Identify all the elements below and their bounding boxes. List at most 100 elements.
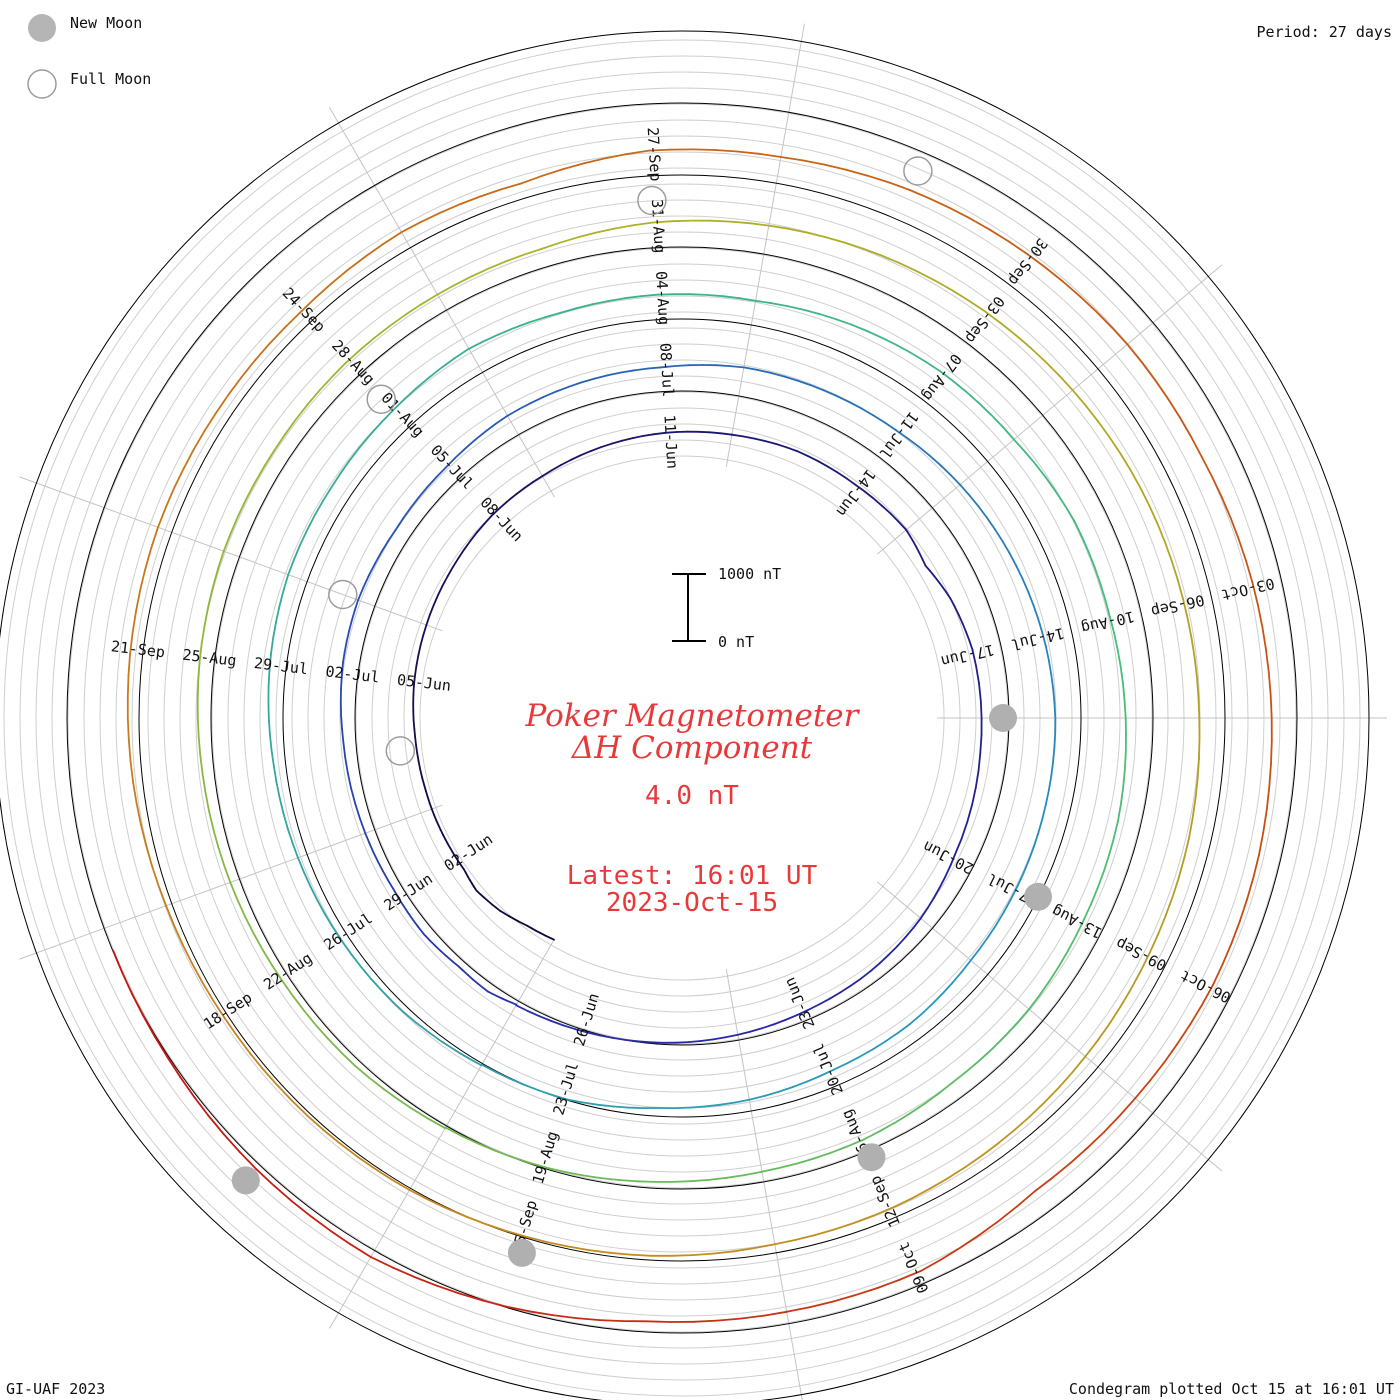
- trace-segment: [414, 735, 417, 746]
- trace-segment: [608, 1251, 631, 1256]
- trace-segment: [196, 679, 200, 701]
- trace-segment: [201, 981, 215, 1002]
- trace-segment: [791, 1080, 808, 1088]
- trace-segment: [459, 195, 482, 206]
- trace-segment: [193, 429, 206, 450]
- trace-segment: [345, 348, 362, 364]
- trace-segment: [139, 567, 147, 591]
- trace-segment: [330, 472, 342, 489]
- trace-segment: [1211, 476, 1223, 499]
- full-moon-marker: [385, 736, 416, 766]
- trace-segment: [583, 157, 607, 165]
- trace-segment: [977, 752, 982, 772]
- trace-segment: [1033, 831, 1040, 847]
- trace-segment: [928, 454, 941, 466]
- trace-segment: [1067, 934, 1078, 952]
- trace-segment: [1009, 885, 1019, 901]
- trace-segment: [1050, 673, 1055, 690]
- trace-segment: [262, 1068, 279, 1087]
- trace-segment: [552, 1094, 569, 1101]
- trace-segment: [997, 1129, 1016, 1144]
- trace-segment: [905, 529, 911, 537]
- trace-segment: [718, 1101, 736, 1106]
- trace-segment: [591, 300, 610, 306]
- trace-segment: [369, 1256, 394, 1269]
- trace-segment: [985, 516, 996, 531]
- trace-segment: [1044, 266, 1064, 283]
- trace-segment: [1058, 950, 1069, 967]
- trace-segment: [558, 236, 579, 244]
- trace-segment: [664, 431, 678, 434]
- trace-segment: [743, 1170, 763, 1176]
- trace-segment: [825, 236, 846, 244]
- trace-segment: [126, 674, 130, 698]
- trace-segment: [1008, 552, 1018, 567]
- trace-segment: [1191, 797, 1197, 820]
- trace-segment: [523, 480, 535, 490]
- trace-segment: [863, 490, 875, 500]
- trace-segment: [816, 459, 829, 468]
- trace-segment: [129, 631, 134, 655]
- trace-segment: [546, 1241, 569, 1248]
- trace-segment: [1044, 360, 1061, 377]
- trace-segment: [1270, 740, 1273, 765]
- trace-segment: [423, 933, 431, 941]
- trace-segment: [343, 640, 348, 653]
- trace-segment: [896, 936, 907, 948]
- trace-segment: [758, 152, 782, 158]
- trace-segment: [671, 219, 693, 223]
- trace-segment: [1104, 599, 1111, 618]
- trace-segment: [267, 717, 271, 735]
- trace-segment: [1261, 626, 1267, 651]
- trace-segment: [692, 1319, 718, 1323]
- trace-segment: [981, 1142, 1000, 1157]
- trace-segment: [587, 1249, 610, 1254]
- trace-segment: [380, 989, 394, 1003]
- trace-segment: [912, 917, 922, 929]
- trace-segment: [582, 1101, 600, 1106]
- trace-segment: [742, 366, 759, 371]
- trace-segment: [753, 1243, 776, 1249]
- trace-segment: [358, 433, 372, 449]
- trace-segment: [756, 368, 772, 374]
- trace-segment: [145, 844, 153, 867]
- trace-segment: [512, 321, 531, 330]
- trace-segment: [809, 384, 825, 392]
- trace-segment: [748, 1095, 765, 1101]
- trace-segment: [1170, 560, 1179, 581]
- trace-segment: [614, 224, 635, 230]
- trace-segment: [819, 1068, 835, 1077]
- trace-segment: [403, 387, 418, 401]
- scale-top-label: 1000 nT: [718, 565, 781, 583]
- trace-segment: [525, 1236, 548, 1243]
- value-label: 4.0 nT: [645, 781, 739, 811]
- trace-segment: [347, 255, 367, 271]
- trace-segment: [268, 733, 273, 751]
- trace-segment: [466, 1056, 483, 1067]
- trace-segment: [969, 947, 981, 962]
- trace-segment: [550, 464, 562, 472]
- trace-segment: [546, 1167, 566, 1173]
- trace-segment: [595, 227, 616, 234]
- trace-segment: [908, 189, 932, 200]
- trace-segment: [511, 1156, 531, 1164]
- trace-segment: [1035, 463, 1048, 480]
- trace-segment: [878, 953, 890, 965]
- trace-segment: [514, 487, 526, 496]
- trace-segment: [1007, 240, 1029, 256]
- trace-segment: [933, 279, 953, 291]
- trace-segment: [1058, 374, 1074, 392]
- trace-segment: [306, 1114, 324, 1131]
- trace-segment: [1071, 1055, 1087, 1074]
- trace-segment: [404, 303, 423, 316]
- trace-segment: [387, 528, 397, 542]
- trace-segment: [484, 422, 498, 433]
- trace-segment: [282, 573, 290, 592]
- trace-segment: [1186, 617, 1193, 640]
- trace-segment: [929, 1177, 949, 1190]
- trace-segment: [915, 546, 921, 555]
- trace-segment: [1122, 768, 1126, 788]
- trace-segment: [314, 282, 333, 299]
- trace-segment: [910, 352, 927, 363]
